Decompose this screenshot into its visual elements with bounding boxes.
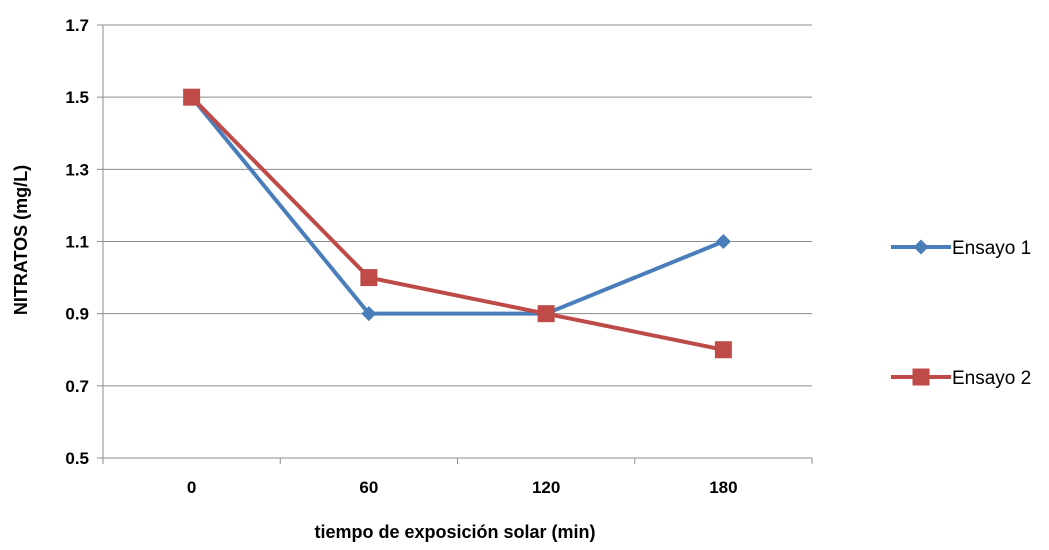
x-tick-label: 60 xyxy=(359,478,378,497)
data-point xyxy=(183,88,201,106)
x-axis-title: tiempo de exposición solar (min) xyxy=(314,522,595,542)
series-2 xyxy=(183,88,732,359)
x-tick-label: 120 xyxy=(532,478,560,497)
data-point xyxy=(360,269,378,287)
y-tick-labels: 0.5 0.7 0.9 1.1 1.3 1.5 1.7 xyxy=(65,16,89,468)
legend-marker xyxy=(912,368,930,386)
gridlines xyxy=(103,24,812,387)
series-line xyxy=(190,95,724,352)
y-axis-title: NITRATOS (mg/L) xyxy=(11,165,31,315)
y-tick-label: 1.3 xyxy=(65,160,89,179)
data-point xyxy=(361,306,377,322)
series-1 xyxy=(184,89,731,322)
legend-item-1: Ensayo 1 xyxy=(891,238,1031,259)
y-tick-label: 0.5 xyxy=(65,449,89,468)
series-group xyxy=(183,88,732,359)
y-tick-label: 1.7 xyxy=(65,16,89,35)
y-tick-label: 0.7 xyxy=(65,377,89,396)
data-point xyxy=(714,341,732,359)
y-tick-label: 1.5 xyxy=(65,88,89,107)
x-tick-label: 180 xyxy=(709,478,737,497)
x-tick-labels: 0 60 120 180 xyxy=(187,478,738,497)
legend-label: Ensayo 1 xyxy=(952,238,1031,259)
y-tick-label: 1.1 xyxy=(65,233,89,252)
legend-item-2: Ensayo 2 xyxy=(891,368,1031,389)
legend-marker xyxy=(913,239,929,255)
data-point xyxy=(715,234,731,249)
data-point xyxy=(537,305,555,323)
x-tick-label: 0 xyxy=(187,478,196,497)
legend-label: Ensayo 2 xyxy=(952,368,1031,389)
y-tick-label: 0.9 xyxy=(65,305,89,324)
legend: Ensayo 1 Ensayo 2 xyxy=(891,238,1031,389)
axes xyxy=(97,24,813,464)
series-line xyxy=(190,95,725,316)
